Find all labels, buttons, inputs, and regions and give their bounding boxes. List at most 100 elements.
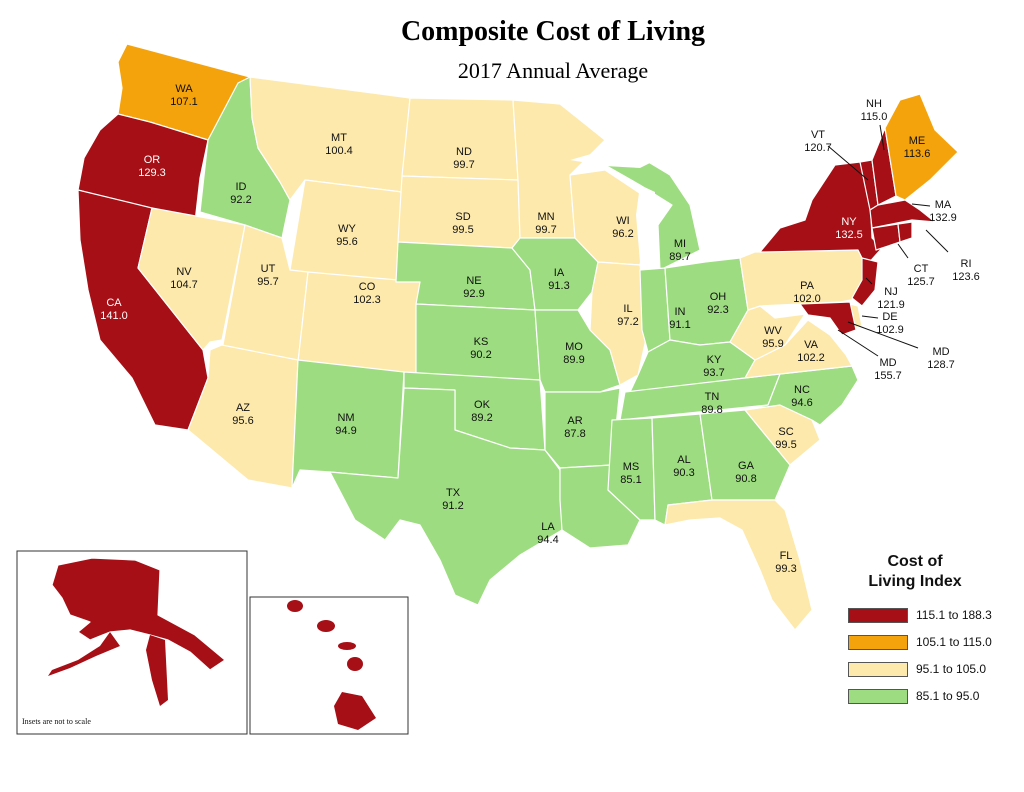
state-abbr-label: TN (705, 391, 720, 403)
state-value-label: 120.7 (804, 142, 832, 154)
state-value-label: 102.3 (353, 294, 381, 306)
state-abbr-label: WY (338, 223, 356, 235)
state-nj (851, 257, 879, 307)
state-value-label: 102.2 (797, 352, 825, 364)
state-value-label: 125.7 (907, 276, 935, 288)
state-value-label: 96.2 (612, 228, 633, 240)
state-or (77, 113, 209, 223)
state-value-label: 99.7 (535, 224, 556, 236)
alaska-southeast-panhandle (146, 635, 168, 706)
state-value-label: 89.9 (563, 354, 584, 366)
state-me (884, 93, 959, 201)
state-abbr-label: NH (866, 98, 882, 110)
state-value-label: 99.3 (775, 563, 796, 575)
state-value-label: 97.2 (617, 316, 638, 328)
legend-swatch (848, 688, 908, 704)
state-abbr-label: AR (567, 415, 582, 427)
state-value-label: 102.9 (876, 324, 904, 336)
state-value-label: 132.5 (835, 229, 863, 241)
state-value-label: 92.9 (463, 288, 484, 300)
legend-title: Cost of Living Index (840, 552, 990, 592)
state-value-label: 115.0 (861, 111, 888, 123)
state-abbr-label: MI (674, 238, 686, 250)
state-abbr-label: NM (337, 412, 354, 424)
state-mi (604, 159, 701, 271)
state-abbr-label: DE (882, 311, 897, 323)
state-abbr-label: MT (331, 132, 347, 144)
state-abbr-label: AL (677, 454, 690, 466)
leader-lines (827, 124, 949, 357)
state-value-label: 95.6 (336, 236, 357, 248)
state-ct (871, 223, 901, 251)
alaska-peninsula (48, 632, 120, 676)
state-abbr-label: ND (456, 146, 472, 158)
hawaii-maui (347, 657, 363, 671)
state-value-label: 91.3 (548, 280, 569, 292)
legend-swatch (848, 634, 908, 650)
state-abbr-label: IA (554, 267, 565, 279)
state-value-label: 91.2 (442, 500, 463, 512)
state-value-label: 100.4 (325, 145, 353, 157)
state-fl (664, 499, 813, 631)
legend-item: 115.1 to 188.3 (848, 606, 992, 624)
state-value-label: 92.2 (230, 194, 251, 206)
state-abbr-label: GA (738, 460, 755, 472)
state-value-label: 102.0 (793, 293, 821, 305)
state-value-label: 91.1 (669, 319, 690, 331)
map-title: Composite Cost of Living (400, 16, 706, 47)
state-value-label: 141.0 (100, 310, 128, 322)
state-value-label: 132.9 (929, 212, 957, 224)
state-abbr-label: WI (616, 215, 629, 227)
legend-label: 95.1 to 105.0 (916, 662, 987, 676)
state-value-label: 107.1 (170, 96, 198, 108)
legend-item: 105.1 to 115.0 (848, 633, 992, 651)
state-abbr-label: CA (106, 297, 122, 309)
state-value-label: 128.7 (927, 359, 955, 371)
state-tx (329, 387, 563, 606)
state-nm (291, 359, 405, 489)
legend-label: 85.1 to 95.0 (916, 689, 980, 703)
state-abbr-label: SD (455, 211, 470, 223)
state-md (799, 301, 857, 336)
state-abbr-label: NJ (884, 286, 897, 298)
state-abbr-label: ID (236, 181, 247, 193)
legend-label: 105.1 to 115.0 (916, 635, 992, 649)
state-abbr-label: WA (175, 83, 193, 95)
state-abbr-label: NC (794, 384, 810, 396)
state-value-label: 104.7 (170, 279, 198, 291)
state-value-label: 95.6 (232, 415, 253, 427)
state-abbr-label: AZ (236, 402, 250, 414)
state-value-label: 113.6 (904, 148, 931, 160)
hawaii-inset-frame (249, 596, 409, 735)
state-value-label: 99.5 (775, 439, 796, 451)
state-value-label: 92.3 (707, 304, 728, 316)
state-abbr-label: KY (707, 354, 722, 366)
state-abbr-label: MA (935, 199, 952, 211)
legend-item: 85.1 to 95.0 (848, 687, 979, 705)
state-value-label: 95.9 (762, 338, 783, 350)
state-value-label: 89.7 (669, 251, 690, 263)
state-abbr-label: OR (144, 154, 161, 166)
state-abbr-label: SC (778, 426, 793, 438)
state-ri (897, 221, 913, 243)
state-abbr-label: MD (932, 346, 949, 358)
state-value-label: 94.9 (335, 425, 356, 437)
state-value-label: 90.2 (470, 349, 491, 361)
state-value-label: 121.9 (877, 299, 905, 311)
legend-swatch (848, 661, 908, 677)
state-abbr-label: MD (879, 357, 896, 369)
state-abbr-label: VT (811, 129, 825, 141)
state-abbr-label: MN (537, 211, 554, 223)
state-abbr-label: WV (764, 325, 782, 337)
lake-michigan (636, 185, 655, 262)
state-value-label: 90.3 (673, 467, 694, 479)
map-subtitle: 2017 Annual Average (457, 58, 649, 83)
state-abbr-label: VA (804, 339, 819, 351)
state-abbr-label: UT (261, 263, 276, 275)
state-value-label: 87.8 (564, 428, 585, 440)
legend-label: 115.1 to 188.3 (916, 608, 992, 622)
state-ak (51, 557, 226, 671)
legend-item: 95.1 to 105.0 (848, 660, 986, 678)
state-abbr-label: MS (623, 461, 640, 473)
